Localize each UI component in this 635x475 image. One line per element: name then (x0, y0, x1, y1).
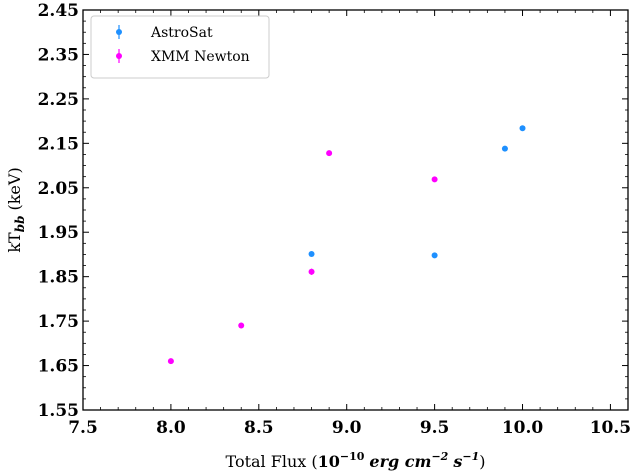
data-points (167, 125, 526, 365)
x-tick-label: 10.5 (590, 418, 631, 438)
xlabel-unit1: erg cm (369, 452, 431, 471)
legend-marker (116, 53, 122, 59)
xmm-newton-point (167, 358, 174, 365)
xlabel-unit1-exp: −2 (431, 450, 448, 463)
y-tick-label: 1.75 (38, 312, 79, 332)
legend-box (90, 15, 270, 79)
y-tick-label: 2.35 (38, 45, 79, 65)
xlabel-suffix: ) (479, 452, 485, 471)
astrosat-point (431, 252, 438, 259)
xmm-newton-marker (167, 358, 174, 365)
xlabel-prefix: Total Flux ( (226, 452, 318, 471)
xmm-newton-marker (238, 322, 245, 329)
y-axis-label: kTbb (keV) (5, 167, 27, 252)
astrosat-marker (431, 252, 438, 259)
x-tick-label: 8.0 (156, 418, 186, 438)
legend-entry-astrosat: AstroSat (116, 25, 213, 41)
astrosat-marker (501, 145, 508, 152)
ylabel-unit: (keV) (5, 167, 24, 210)
legend-items: AstroSat XMM Newton (116, 25, 250, 65)
x-axis-label: Total Flux (10−10 erg cm−2 s−1) (226, 450, 486, 471)
y-tick-label: 1.95 (38, 223, 79, 243)
xlabel-power-exp: −10 (340, 450, 365, 463)
ylabel-sub: bb (13, 216, 27, 233)
plot-frame (82, 9, 629, 411)
xlabel-unit2-exp: −1 (462, 450, 479, 463)
y-tick-label: 1.55 (38, 401, 79, 421)
astrosat-marker (308, 251, 315, 257)
astrosat-point (519, 125, 526, 132)
astrosat-point (501, 145, 508, 152)
y-tick-label: 2.15 (38, 134, 79, 154)
ylabel-main: kT (5, 232, 24, 253)
astrosat-point (308, 251, 315, 257)
xlabel-power-base: 10 (318, 452, 340, 471)
astrosat-marker (519, 125, 526, 132)
xmm-newton-point (308, 268, 315, 275)
xmm-newton-marker (308, 268, 315, 275)
x-tick-label: 7.5 (68, 418, 98, 438)
xmm-newton-marker (431, 176, 438, 183)
legend-marker (116, 29, 122, 35)
tick-labels: 7.5 8.0 8.5 9.0 9.5 10.0 10.5 1.55 1.65 1.75 1.85 1… (38, 1, 632, 438)
legend: AstroSat XMM Newton (90, 15, 270, 79)
legend-label: XMM Newton (151, 49, 250, 65)
xmm-newton-point (326, 150, 333, 157)
legend-label: AstroSat (150, 25, 213, 41)
y-tick-label: 2.45 (38, 1, 79, 21)
x-tick-label: 8.5 (244, 418, 274, 438)
xmm-newton-point (238, 322, 245, 329)
x-tick-label: 10.0 (502, 418, 544, 438)
y-tick-label: 2.05 (38, 179, 79, 199)
y-tick-label: 1.85 (38, 268, 79, 288)
x-tick-label: 9.0 (332, 418, 362, 438)
x-tick-label: 9.5 (420, 418, 450, 438)
xlabel-unit2: s (452, 452, 462, 471)
xmm-newton-point (431, 176, 438, 183)
y-tick-label: 2.25 (38, 90, 79, 110)
y-tick-label: 1.65 (38, 357, 79, 377)
legend-entry-xmm-newton: XMM Newton (116, 49, 250, 65)
xmm-newton-marker (326, 150, 333, 157)
